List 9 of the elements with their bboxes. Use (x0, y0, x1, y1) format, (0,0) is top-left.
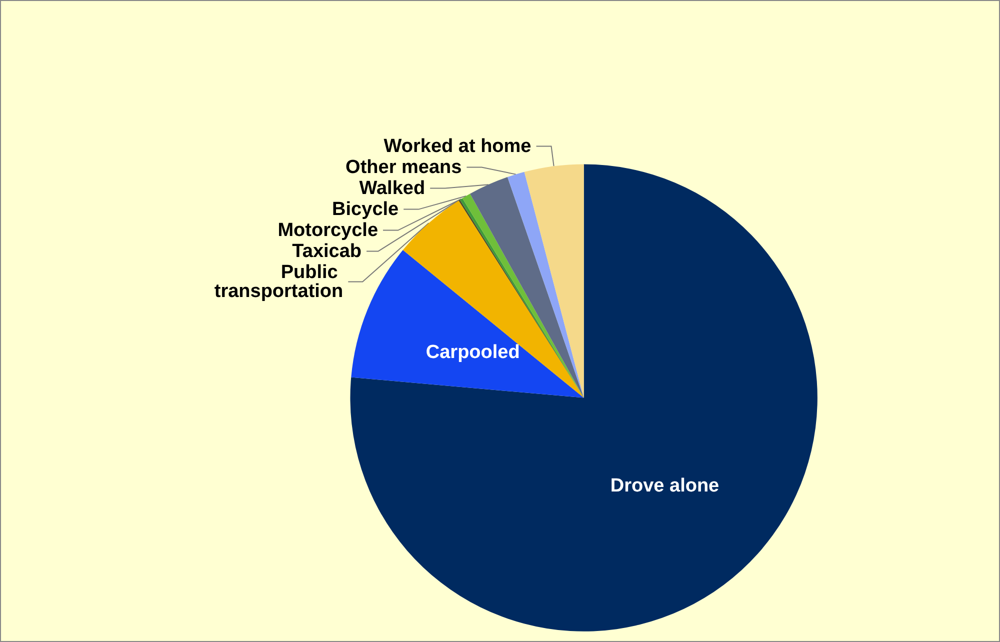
slice-label: Walked (359, 178, 426, 199)
slice-label: Motorcycle (278, 220, 378, 241)
slice-label: Carpooled (426, 342, 520, 364)
slice-label: Other means (346, 156, 462, 178)
slice-label: Public transportation (214, 262, 344, 302)
slice-label: Drove alone (610, 476, 720, 497)
slice-label: Bicycle (332, 198, 399, 220)
slice-label: Taxicab (292, 240, 362, 262)
slice-label: Worked at home (384, 136, 532, 157)
